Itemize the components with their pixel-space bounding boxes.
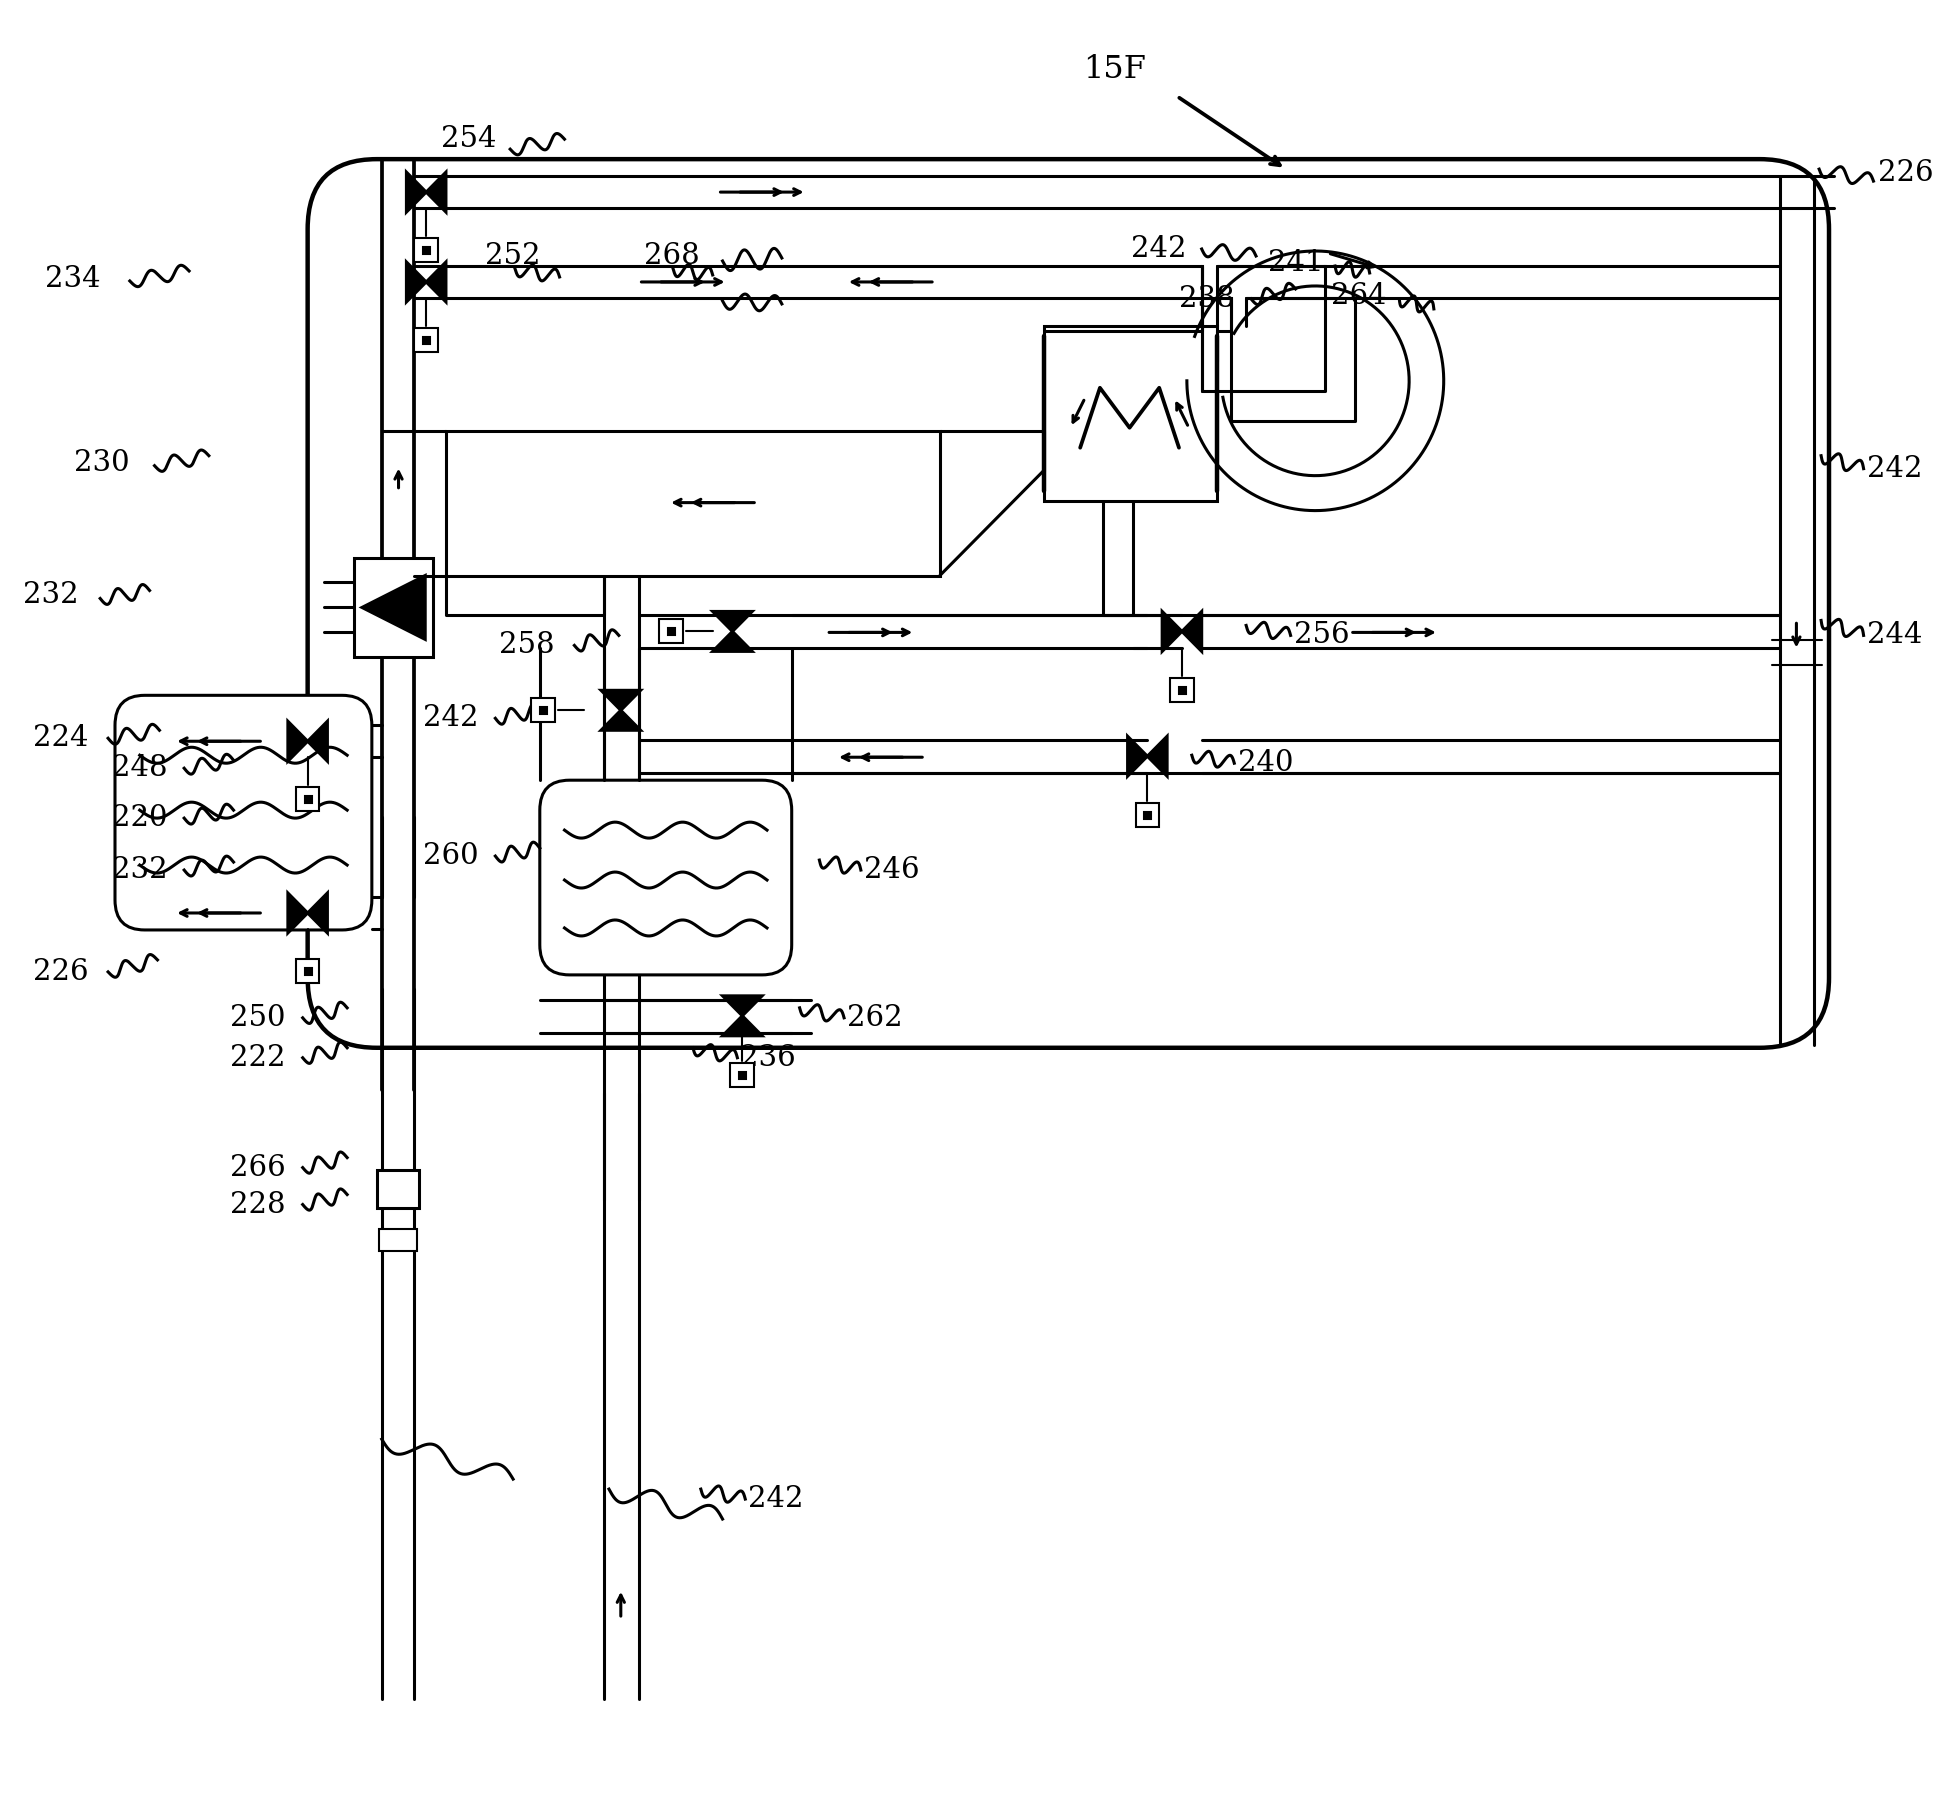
Text: 241: 241 (1268, 249, 1323, 276)
Text: 222: 222 (230, 1043, 286, 1072)
Bar (305, 796, 311, 803)
Bar (541, 708, 547, 715)
Text: 254: 254 (442, 125, 496, 153)
Polygon shape (1128, 736, 1148, 776)
Text: 232: 232 (23, 581, 78, 610)
Text: 226: 226 (33, 958, 88, 986)
Text: 240: 240 (1239, 749, 1293, 778)
Polygon shape (1148, 736, 1167, 776)
Text: 242: 242 (424, 704, 478, 733)
Bar (445, 431, 939, 576)
Bar (1044, 327, 1216, 500)
Text: 238: 238 (1179, 285, 1235, 312)
Text: 268: 268 (644, 242, 700, 271)
Text: 248: 248 (111, 754, 167, 782)
Bar (414, 238, 438, 262)
Text: 232: 232 (111, 856, 167, 884)
Bar (659, 619, 683, 643)
Bar (379, 1229, 418, 1251)
Text: 228: 228 (230, 1191, 286, 1218)
Bar (669, 628, 675, 635)
Polygon shape (362, 576, 426, 639)
Text: 242: 242 (1867, 455, 1922, 482)
Polygon shape (407, 262, 426, 301)
Text: 266: 266 (230, 1153, 286, 1182)
Bar (424, 338, 430, 345)
Bar (377, 1170, 420, 1208)
Polygon shape (1163, 612, 1183, 652)
Polygon shape (712, 612, 753, 632)
FancyBboxPatch shape (541, 780, 792, 975)
Bar (414, 329, 438, 352)
Polygon shape (307, 722, 327, 762)
Bar (1144, 812, 1151, 819)
Polygon shape (1183, 612, 1202, 652)
Bar (1179, 688, 1186, 695)
Bar (354, 558, 434, 657)
Text: 252: 252 (486, 242, 541, 271)
Text: 236: 236 (741, 1043, 796, 1072)
Polygon shape (288, 722, 307, 762)
Polygon shape (426, 262, 445, 301)
Bar (1171, 679, 1194, 702)
Text: 258: 258 (500, 632, 554, 659)
Text: 230: 230 (74, 449, 130, 477)
Bar (296, 958, 319, 984)
Polygon shape (307, 893, 327, 933)
Text: 242: 242 (749, 1486, 803, 1513)
Polygon shape (601, 690, 640, 711)
Text: 224: 224 (33, 724, 88, 753)
Text: 246: 246 (864, 856, 920, 884)
Polygon shape (722, 1016, 762, 1036)
Bar (731, 1063, 755, 1087)
Bar (305, 967, 311, 975)
Bar (531, 699, 554, 722)
Polygon shape (407, 171, 426, 211)
FancyBboxPatch shape (115, 695, 371, 930)
Text: 262: 262 (846, 1004, 902, 1032)
Text: 256: 256 (1293, 621, 1350, 650)
Text: 15F: 15F (1083, 54, 1146, 85)
Text: 260: 260 (422, 843, 478, 870)
Polygon shape (601, 711, 640, 731)
Text: 220: 220 (113, 805, 167, 832)
Bar (1136, 803, 1159, 827)
Text: 234: 234 (45, 265, 101, 292)
Text: 250: 250 (230, 1004, 286, 1032)
Text: 226: 226 (1879, 159, 1933, 188)
FancyBboxPatch shape (307, 159, 1828, 1047)
Text: 264: 264 (1330, 282, 1387, 310)
Text: 244: 244 (1867, 621, 1922, 650)
Bar (296, 787, 319, 810)
Polygon shape (712, 632, 753, 652)
Polygon shape (288, 893, 307, 933)
Bar (424, 247, 430, 255)
Text: 242: 242 (1132, 235, 1186, 264)
Polygon shape (426, 171, 445, 211)
Polygon shape (722, 996, 762, 1016)
Bar (739, 1072, 747, 1079)
